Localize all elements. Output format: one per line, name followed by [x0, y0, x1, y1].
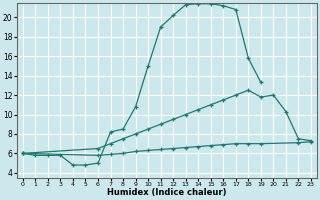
X-axis label: Humidex (Indice chaleur): Humidex (Indice chaleur)	[107, 188, 227, 197]
